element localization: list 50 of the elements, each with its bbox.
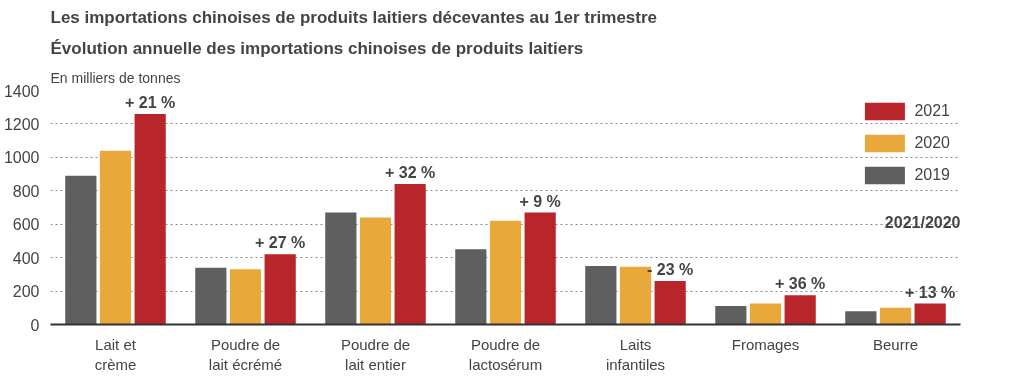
x-tick-label: Poudre de lactosérum (468, 335, 543, 373)
x-tick-label: Beurre (872, 335, 919, 353)
bar (749, 303, 782, 325)
bar (524, 212, 556, 325)
annotation: + 21 % (125, 93, 176, 111)
bar (394, 184, 426, 325)
bar (784, 295, 816, 325)
x-tick-label: Poudre de lait écrémé (208, 335, 283, 373)
bar (229, 269, 262, 325)
x-tick-label: Lait et crème (94, 335, 137, 373)
chart-subtitle: Évolution annuelle des importations chinoises de produits laitiers (50, 38, 584, 58)
bar (455, 249, 487, 325)
y-tick-label: 200 (12, 283, 40, 301)
legend-label: 2020 (914, 134, 950, 152)
chart-title: Les importations chinoises de produits laitiers décevantes au 1er trimestre (50, 7, 658, 27)
y-tick-label: 600 (12, 216, 40, 234)
x-tick-label: Poudre de lait entier (340, 335, 411, 373)
annotation: - 23 % (647, 261, 694, 279)
bar (914, 303, 946, 325)
bar (65, 175, 97, 325)
bar (654, 281, 686, 325)
bar (134, 113, 166, 325)
y-axis-title: En milliers de tonnes (50, 69, 181, 86)
annotation: + 27 % (255, 234, 306, 252)
bar (359, 217, 392, 325)
bar (489, 220, 522, 325)
bar (325, 212, 357, 325)
bar (264, 254, 296, 325)
bar (585, 266, 617, 325)
legend-label: 2021 (914, 102, 950, 120)
bar (619, 266, 652, 325)
annotation: + 36 % (775, 275, 826, 293)
y-tick-label: 800 (12, 182, 40, 200)
y-tick-label: 1400 (3, 82, 40, 100)
x-tick-label: Laits infantiles (605, 335, 666, 373)
bar (195, 267, 227, 325)
y-tick-label: 0 (30, 316, 40, 334)
annotation: + 32 % (385, 164, 436, 182)
annotation: 2021/2020 (884, 213, 961, 231)
y-tick-label: 1200 (3, 115, 40, 133)
bar (845, 311, 877, 325)
y-tick-label: 1000 (3, 149, 40, 167)
bar (99, 150, 132, 325)
y-tick-label: 400 (12, 249, 40, 267)
x-tick-label: Fromages (731, 335, 800, 353)
legend-label: 2019 (914, 166, 950, 184)
annotation: + 9 % (519, 192, 561, 210)
bar (879, 307, 912, 325)
annotation: + 13 % (905, 283, 956, 301)
bar (715, 306, 747, 325)
